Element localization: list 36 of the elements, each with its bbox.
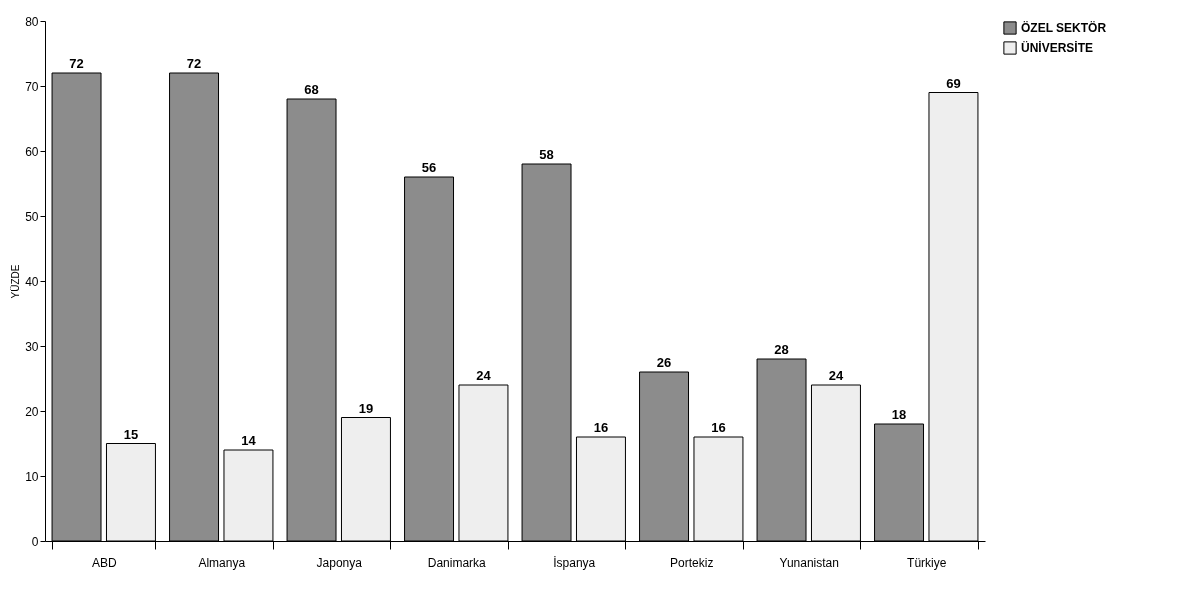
x-tick-label: Portekiz [670, 555, 714, 570]
x-tick-label: Almanya [198, 555, 246, 570]
x-tick-label: İspanya [553, 555, 596, 570]
x-tick-label: Yunanistan [779, 555, 839, 570]
data-label: 28 [774, 342, 789, 357]
y-tick-label: 20 [25, 404, 39, 419]
y-axis-title: YÜZDE [10, 264, 22, 299]
data-label: 19 [358, 400, 374, 416]
x-tick-label: ABD [91, 555, 117, 570]
y-tick-label: 40 [25, 274, 39, 289]
y-tick-label: 10 [25, 469, 39, 484]
legend-label: ÖZEL SEKTÖR [1021, 20, 1107, 35]
data-label: 24 [476, 368, 492, 383]
data-label: 18 [891, 407, 907, 422]
x-tick-label: Danimarka [427, 555, 487, 570]
y-tick-label: 50 [25, 209, 39, 224]
data-label: 68 [304, 82, 319, 97]
legend-label: ÜNİVERSİTE [1021, 40, 1094, 55]
x-tick-label: Japonya [316, 555, 363, 570]
y-tick-label: 60 [25, 144, 39, 159]
data-label: 16 [593, 420, 609, 435]
data-label: 26 [656, 355, 672, 370]
x-tick-label: Türkiye [907, 555, 947, 570]
data-label: 24 [828, 368, 844, 383]
data-label: 58 [539, 147, 554, 162]
data-label: 56 [421, 160, 437, 175]
y-tick-label: 30 [25, 339, 39, 354]
data-label: 72 [186, 56, 202, 71]
y-tick-label: 70 [25, 79, 39, 94]
data-label: 69 [946, 75, 961, 91]
data-label: 15 [123, 426, 139, 442]
data-label: 72 [69, 56, 84, 71]
data-label: 14 [241, 433, 257, 448]
y-tick-label: 0 [31, 534, 39, 549]
data-label: 16 [711, 420, 726, 435]
y-tick-label: 80 [25, 14, 39, 29]
